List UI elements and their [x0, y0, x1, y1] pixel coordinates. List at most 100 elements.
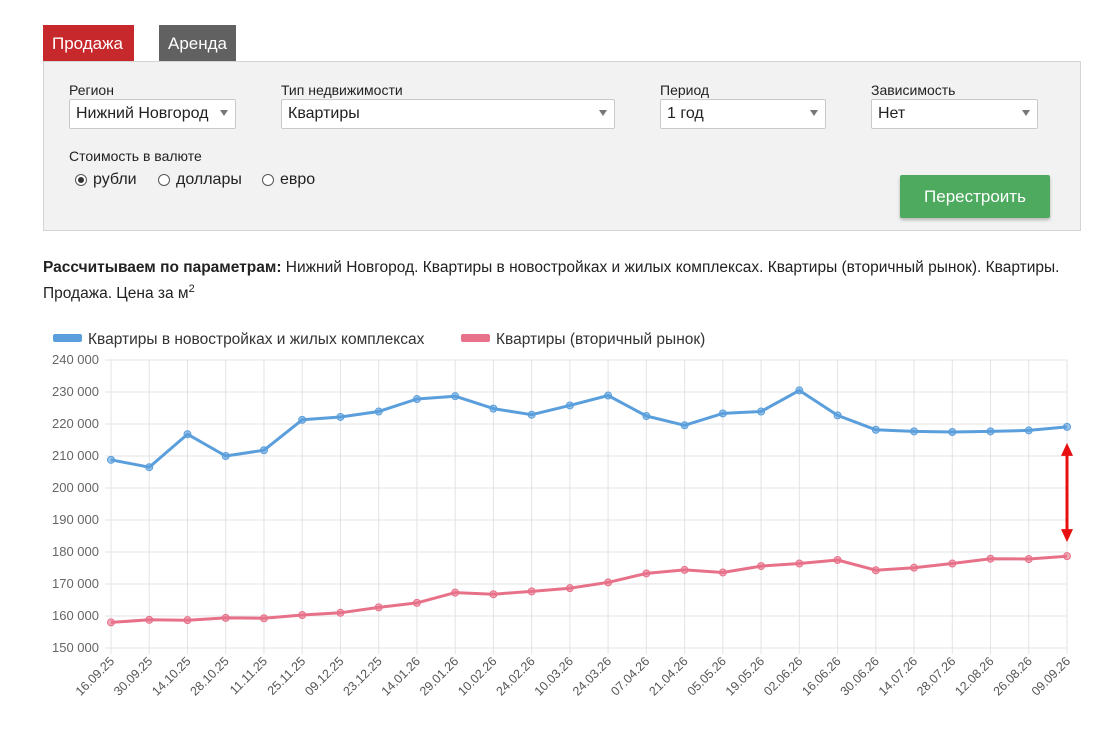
- radio-empty-icon: [262, 174, 274, 186]
- period-label: Период: [660, 82, 710, 98]
- chevron-down-icon: [220, 110, 228, 116]
- x-tick-label: 02.06.26: [761, 654, 805, 698]
- data-point: [527, 587, 536, 596]
- data-point: [642, 569, 651, 578]
- arrow-up-icon: [1061, 442, 1073, 456]
- radio-empty-icon: [158, 174, 170, 186]
- dependency-label: Зависимость: [871, 82, 956, 98]
- region-select[interactable]: Нижний Новгород: [69, 99, 236, 129]
- y-tick-label: 210 000: [52, 448, 99, 463]
- data-point: [221, 452, 230, 460]
- x-tick-label: 26.08.26: [991, 654, 1035, 698]
- x-tick-label: 07.04.26: [608, 654, 652, 698]
- data-point: [642, 412, 651, 420]
- x-tick-label: 16.09.25: [73, 654, 117, 698]
- data-point: [1063, 422, 1071, 431]
- data-point: [412, 395, 421, 404]
- data-point: [527, 410, 536, 419]
- data-point: [680, 565, 689, 574]
- rebuild-button[interactable]: Перестроить: [900, 175, 1050, 218]
- x-tick-label: 11.11.25: [227, 654, 270, 697]
- tab-sale[interactable]: Продажа: [43, 25, 134, 61]
- radio-dollars[interactable]: доллары: [158, 171, 242, 189]
- data-point: [1024, 555, 1033, 564]
- data-point: [871, 566, 880, 575]
- data-point: [986, 427, 995, 436]
- data-point: [718, 409, 727, 418]
- data-point: [604, 391, 613, 400]
- arrow-down-icon: [1061, 529, 1073, 543]
- y-tick-label: 240 000: [52, 352, 99, 367]
- x-tick-label: 10.03.26: [532, 654, 576, 698]
- x-tick-label: 30.09.25: [111, 654, 155, 698]
- description-bold: Рассчитываем по параметрам:: [43, 259, 282, 276]
- data-point: [451, 588, 460, 597]
- chevron-down-icon: [810, 110, 818, 116]
- data-point: [259, 446, 268, 455]
- type-label: Тип недвижимости: [281, 82, 403, 98]
- parameters-description: Рассчитываем по параметрам: Нижний Новго…: [43, 255, 1083, 307]
- legend-label: Квартиры (вторичный рынок): [496, 331, 705, 348]
- dependency-value: Нет: [878, 105, 906, 122]
- data-point: [833, 411, 842, 420]
- data-point: [336, 608, 345, 617]
- y-tick-label: 170 000: [52, 576, 99, 591]
- data-point: [298, 611, 307, 620]
- x-tick-label: 09.12.25: [302, 654, 346, 698]
- data-point: [1024, 426, 1033, 435]
- x-tick-label: 05.05.26: [685, 654, 729, 698]
- x-tick-label: 12.08.26: [952, 654, 996, 698]
- series-line: [110, 554, 1068, 624]
- data-point: [871, 425, 880, 434]
- period-value: 1 год: [667, 105, 704, 122]
- data-point: [718, 568, 727, 577]
- period-select[interactable]: 1 год: [660, 99, 826, 129]
- type-select[interactable]: Квартиры: [281, 99, 615, 129]
- data-point: [259, 614, 268, 623]
- x-tick-label: 30.06.26: [838, 654, 882, 698]
- radio-selected-icon: [75, 174, 87, 186]
- data-point: [948, 428, 957, 436]
- description-text: Нижний Новгород. Квартиры в новостройках…: [43, 259, 1060, 302]
- y-tick-label: 180 000: [52, 544, 99, 559]
- chevron-down-icon: [1022, 110, 1030, 116]
- price-chart: Квартиры в новостройках и жилых комплекс…: [52, 331, 1073, 699]
- data-point: [183, 430, 192, 439]
- data-point: [412, 598, 421, 607]
- data-point: [1063, 552, 1071, 561]
- series-line: [110, 388, 1068, 469]
- data-point: [680, 421, 689, 430]
- data-point: [565, 401, 574, 410]
- tab-rent[interactable]: Аренда: [159, 25, 236, 61]
- data-point: [565, 584, 574, 593]
- chevron-down-icon: [599, 110, 607, 116]
- data-point: [336, 412, 345, 421]
- data-point: [757, 407, 766, 416]
- description-sup: 2: [188, 283, 195, 295]
- x-tick-label: 14.07.26: [876, 654, 920, 698]
- data-point: [489, 590, 498, 599]
- currency-label: Стоимость в валюте: [69, 148, 202, 164]
- data-point: [107, 455, 115, 464]
- data-point: [910, 427, 919, 436]
- x-tick-label: 19.05.26: [723, 654, 767, 698]
- radio-euro[interactable]: евро: [262, 171, 315, 189]
- data-point: [183, 616, 192, 625]
- radio-rubles[interactable]: рубли: [75, 171, 137, 189]
- radio-dollars-label: доллары: [176, 171, 242, 188]
- data-point: [795, 559, 804, 568]
- data-point: [107, 618, 115, 627]
- y-tick-label: 150 000: [52, 640, 99, 655]
- x-tick-label: 25.11.25: [265, 654, 309, 698]
- dependency-select[interactable]: Нет: [871, 99, 1038, 129]
- y-tick-label: 230 000: [52, 384, 99, 399]
- y-tick-label: 160 000: [52, 608, 99, 623]
- data-point: [298, 415, 307, 424]
- x-tick-label: 14.01.26: [379, 654, 423, 698]
- x-tick-label: 29.01.26: [417, 654, 461, 698]
- legend-swatch: [461, 334, 490, 342]
- data-point: [221, 613, 230, 622]
- x-tick-label: 16.06.26: [799, 654, 843, 698]
- y-tick-label: 220 000: [52, 416, 99, 431]
- x-tick-label: 14.10.25: [149, 654, 193, 698]
